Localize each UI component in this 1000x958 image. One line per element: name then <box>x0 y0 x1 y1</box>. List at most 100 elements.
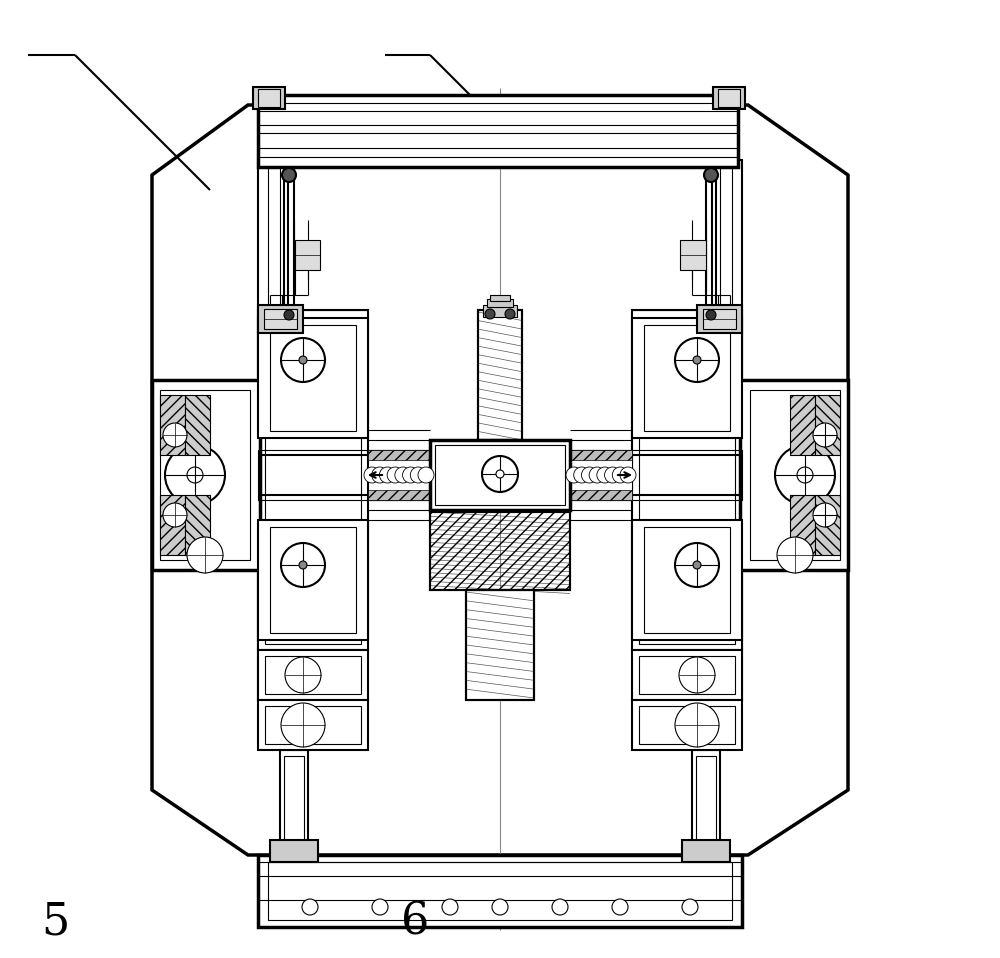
Circle shape <box>706 310 716 320</box>
Bar <box>740 380 848 570</box>
Circle shape <box>581 467 597 483</box>
Circle shape <box>285 657 321 693</box>
Polygon shape <box>295 240 320 270</box>
Bar <box>644 325 730 431</box>
Bar <box>682 840 730 862</box>
Bar <box>632 318 742 438</box>
Polygon shape <box>185 495 210 555</box>
Bar <box>632 700 742 750</box>
Bar <box>258 855 742 927</box>
Bar <box>703 309 736 329</box>
Bar <box>639 318 735 644</box>
Circle shape <box>620 467 636 483</box>
Bar <box>487 299 513 307</box>
Bar <box>692 750 720 850</box>
Bar <box>284 756 304 844</box>
Circle shape <box>612 467 628 483</box>
Polygon shape <box>570 450 632 460</box>
Bar <box>280 750 308 850</box>
Bar <box>430 440 570 510</box>
Bar <box>258 450 742 500</box>
Circle shape <box>281 543 325 587</box>
Bar <box>258 700 368 750</box>
Bar <box>483 305 517 317</box>
Circle shape <box>187 537 223 573</box>
Circle shape <box>704 168 718 182</box>
Circle shape <box>675 703 719 747</box>
Circle shape <box>505 309 515 319</box>
Circle shape <box>775 445 835 505</box>
Circle shape <box>442 899 458 915</box>
Bar <box>713 87 745 109</box>
Bar <box>720 167 732 693</box>
Circle shape <box>693 561 701 569</box>
Polygon shape <box>790 495 815 555</box>
Bar <box>268 862 732 920</box>
Text: 6: 6 <box>401 900 429 944</box>
Bar <box>152 460 848 490</box>
Bar <box>264 309 297 329</box>
Bar <box>718 89 740 107</box>
Circle shape <box>284 310 294 320</box>
Polygon shape <box>160 395 185 455</box>
Bar <box>632 650 742 700</box>
Circle shape <box>163 503 187 527</box>
Circle shape <box>372 899 388 915</box>
Bar <box>644 527 730 633</box>
Bar <box>258 89 280 107</box>
Circle shape <box>299 356 307 364</box>
Polygon shape <box>185 395 210 455</box>
Circle shape <box>675 338 719 382</box>
Circle shape <box>605 467 621 483</box>
Circle shape <box>797 467 813 483</box>
Polygon shape <box>815 495 840 555</box>
Bar <box>639 656 735 694</box>
Bar <box>258 650 368 700</box>
Bar <box>435 445 565 505</box>
Bar <box>632 520 742 640</box>
Circle shape <box>372 467 388 483</box>
Bar <box>632 310 742 650</box>
Bar <box>160 390 250 560</box>
Polygon shape <box>368 490 430 500</box>
Polygon shape <box>815 395 840 455</box>
Circle shape <box>813 503 837 527</box>
Circle shape <box>281 338 325 382</box>
Circle shape <box>364 467 380 483</box>
Bar <box>258 160 288 700</box>
Polygon shape <box>152 105 848 855</box>
Text: 5: 5 <box>41 900 69 944</box>
Bar <box>466 590 534 700</box>
Circle shape <box>395 467 411 483</box>
Circle shape <box>612 899 628 915</box>
Bar <box>696 756 716 844</box>
Polygon shape <box>368 450 430 460</box>
Bar <box>152 380 260 570</box>
Circle shape <box>187 467 203 483</box>
Circle shape <box>574 467 590 483</box>
Circle shape <box>566 467 582 483</box>
Bar <box>570 453 632 497</box>
Bar <box>265 656 361 694</box>
Bar <box>258 520 368 640</box>
Circle shape <box>387 467 403 483</box>
Circle shape <box>693 356 701 364</box>
Bar <box>265 706 361 744</box>
Bar <box>258 305 303 333</box>
Bar <box>570 450 632 500</box>
Bar <box>712 160 742 700</box>
Circle shape <box>679 657 715 693</box>
Circle shape <box>281 703 325 747</box>
Bar <box>270 325 356 431</box>
Circle shape <box>777 537 813 573</box>
Polygon shape <box>570 490 632 500</box>
Bar <box>258 95 738 167</box>
Circle shape <box>675 543 719 587</box>
Circle shape <box>682 899 698 915</box>
Circle shape <box>418 467 434 483</box>
Circle shape <box>496 470 504 478</box>
Bar <box>270 527 356 633</box>
Bar <box>697 305 742 333</box>
Bar <box>478 310 522 440</box>
Circle shape <box>589 467 605 483</box>
